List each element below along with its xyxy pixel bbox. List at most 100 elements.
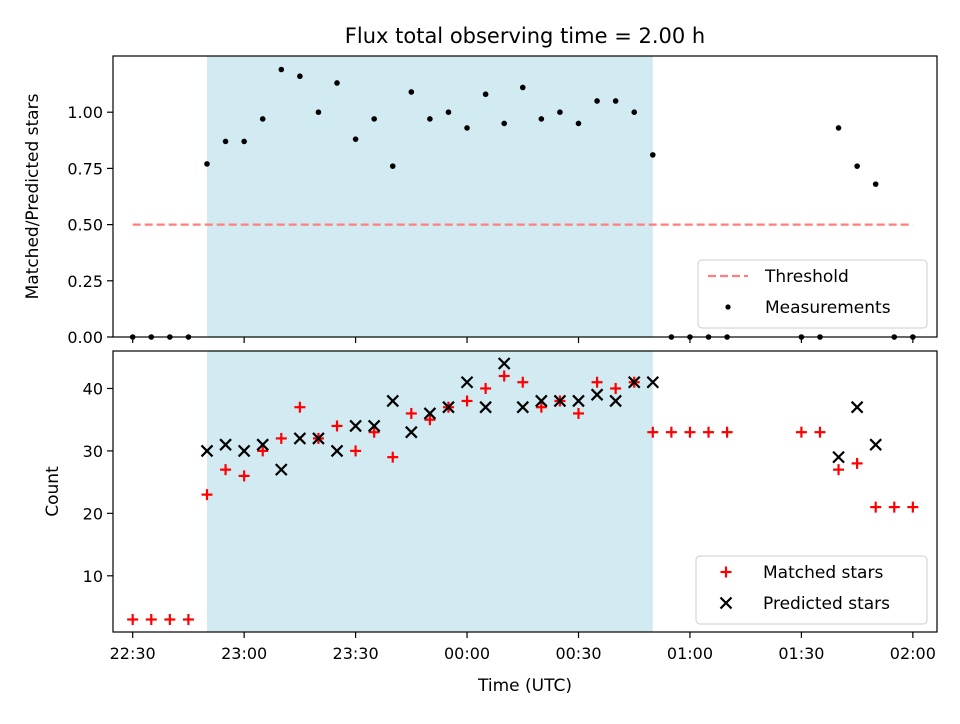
measurement-point [575, 120, 582, 127]
measurement-point [222, 138, 229, 145]
matched-star-point [331, 420, 343, 432]
measurement-point [204, 161, 210, 167]
matched-star-point [424, 414, 436, 426]
legend-measurements-swatch [725, 304, 731, 310]
bottom-axes-frame [112, 350, 938, 633]
matched-star-point [164, 614, 176, 626]
predicted-star-point [590, 388, 604, 401]
legend-threshold-label: Threshold [764, 267, 849, 287]
measurement-point [259, 116, 266, 122]
measurement-point [872, 181, 879, 187]
legend-matched-stars-swatch [720, 566, 732, 578]
measurement-point [631, 109, 638, 115]
bottom-legend-box [695, 555, 928, 625]
matched-star-point [498, 370, 510, 382]
x-tick-label: 00:30 [555, 644, 601, 663]
matched-star-point [220, 464, 232, 476]
y-tick-label: 0.25 [67, 272, 103, 291]
matched-star-point [182, 614, 194, 626]
measurement-point [538, 116, 545, 122]
matched-star-point [350, 445, 362, 457]
measurement-point [501, 120, 507, 127]
predicted-star-point [386, 394, 400, 408]
predicted-star-point [219, 438, 232, 451]
matched-star-point [238, 470, 250, 482]
matched-star-point [127, 614, 139, 626]
predicted-star-point [460, 375, 474, 389]
predicted-star-point [423, 407, 437, 420]
matched-star-point [461, 395, 473, 407]
predicted-star-point [405, 425, 418, 439]
x-tick-label: 23:00 [221, 644, 267, 663]
x-tick-label: 01:00 [667, 644, 713, 663]
x-tick-label: 22:30 [110, 644, 156, 663]
measurement-point [352, 136, 359, 142]
matched-star-point [684, 426, 696, 438]
matched-star-point [591, 376, 603, 388]
matched-star-point [703, 426, 715, 438]
predicted-star-point [237, 444, 251, 458]
measurement-point [445, 109, 452, 115]
matched-star-point [814, 426, 826, 438]
matched-star-point [480, 382, 492, 394]
predicted-star-point [497, 357, 511, 370]
predicted-star-point [869, 438, 882, 451]
legend-matched-stars-label: Matched stars [763, 563, 883, 583]
predicted-star-point [627, 375, 641, 389]
matched-star-point [870, 501, 882, 513]
predicted-star-point [646, 375, 660, 389]
y-tick-label: 10 [83, 567, 103, 586]
bottom-legend: Matched stars Predicted stars [695, 555, 928, 625]
predicted-star-point [256, 438, 269, 451]
measurement-point [464, 125, 470, 131]
measurement-point [649, 152, 656, 158]
top-shaded-interval [206, 56, 653, 337]
predicted-star-point [479, 400, 492, 414]
y-tick-label: 0.50 [67, 216, 103, 235]
top-axes-frame [112, 55, 938, 338]
matched-star-point [535, 401, 547, 413]
measurement-point [408, 89, 415, 95]
predicted-star-point [293, 432, 307, 445]
top-panel: 0.00 0.25 0.50 0.75 1.00 Matched/Predicted s… [23, 55, 938, 347]
matched-star-point [294, 401, 306, 413]
matched-star-point [647, 426, 659, 438]
predicted-star-point [553, 394, 567, 408]
matched-star-point [888, 501, 900, 513]
y-tick-label: 0.00 [67, 328, 103, 347]
x-axis-label: Time (UTC) [477, 676, 572, 696]
predicted-star-point [349, 419, 362, 433]
measurement-point [594, 98, 600, 104]
bottom-panel: 10 20 30 40 22:30 23:00 23:30 00:00 00:30 01:00 0… [43, 350, 938, 696]
matched-star-point [517, 376, 529, 388]
x-tick-label: 01:30 [778, 644, 824, 663]
predicted-star-point [275, 463, 288, 476]
predicted-star-point [572, 394, 585, 408]
matched-star-point [851, 457, 863, 469]
matched-star-point [257, 445, 269, 457]
x-tick-label: 00:00 [444, 644, 490, 663]
top-y-axis-label: Matched/Predicted stars [23, 93, 43, 299]
matched-star-point [405, 407, 417, 419]
measurement-point [315, 109, 322, 115]
legend-plus-marker [720, 566, 732, 578]
x-tick-label: 23:30 [333, 644, 379, 663]
bottom-y-axis-label: Count [43, 466, 63, 517]
matched-star-point [721, 426, 733, 438]
matched-star-point [145, 614, 157, 626]
matched-star-point [665, 426, 677, 438]
measurement-point [389, 163, 396, 169]
measurement-point [371, 116, 377, 122]
bottom-y-ticks: 10 20 30 40 [83, 379, 113, 586]
y-tick-label: 30 [83, 442, 103, 461]
matched-star-point [368, 426, 380, 438]
predicted-star-point [535, 394, 548, 408]
matched-star-point [275, 432, 287, 444]
measurements-series [129, 66, 916, 340]
predicted-star-point [330, 444, 344, 458]
top-legend-box [697, 259, 928, 329]
legend-predicted-stars-swatch [719, 596, 733, 610]
top-legend: Threshold Measurements [697, 259, 928, 329]
measurement-point [612, 98, 619, 104]
measurement-point [427, 116, 433, 122]
